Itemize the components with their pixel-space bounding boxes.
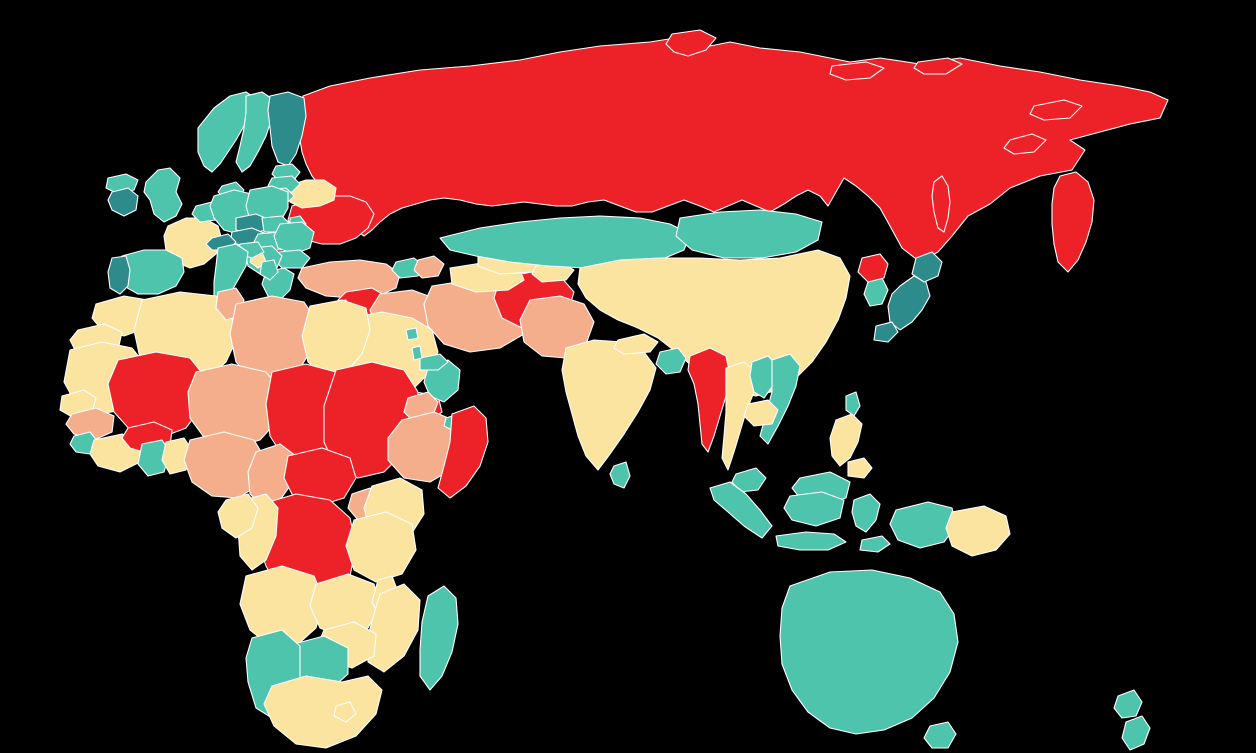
region-russia-arctic-islands-4[interactable] xyxy=(1004,134,1046,154)
region-belarus[interactable] xyxy=(288,180,336,208)
region-ireland[interactable] xyxy=(108,188,138,216)
region-kuwait[interactable] xyxy=(406,328,418,340)
region-nigeria[interactable] xyxy=(184,432,266,498)
region-south-africa[interactable] xyxy=(264,676,382,748)
region-egypt[interactable] xyxy=(302,300,370,376)
region-portugal[interactable] xyxy=(108,256,130,294)
region-united-kingdom[interactable] xyxy=(144,168,182,222)
region-new-zealand-north[interactable] xyxy=(1114,690,1142,718)
region-guinea[interactable] xyxy=(66,408,114,440)
region-russia[interactable] xyxy=(298,34,1168,262)
region-lesotho[interactable] xyxy=(334,702,356,722)
region-norway[interactable] xyxy=(198,92,258,172)
region-niger[interactable] xyxy=(188,364,282,448)
region-central-african-republic[interactable] xyxy=(284,448,356,506)
region-north-korea[interactable] xyxy=(858,254,888,282)
region-mongolia[interactable] xyxy=(676,210,822,258)
region-azerbaijan[interactable] xyxy=(414,256,444,278)
region-indonesia-sulawesi[interactable] xyxy=(852,494,880,532)
region-russia-novaya-zemlya[interactable] xyxy=(666,30,716,56)
region-mali[interactable] xyxy=(108,352,206,438)
region-cambodia[interactable] xyxy=(744,400,778,426)
region-philippines[interactable] xyxy=(830,414,862,466)
region-tanzania[interactable] xyxy=(346,512,416,582)
region-uae[interactable] xyxy=(420,354,448,370)
region-russia-arctic-islands-2[interactable] xyxy=(914,58,962,74)
region-russia-kamchatka[interactable] xyxy=(1052,172,1094,272)
region-laos[interactable] xyxy=(750,356,778,398)
region-finland[interactable] xyxy=(268,92,306,166)
region-albania-macedonia[interactable] xyxy=(260,260,278,280)
region-malaysia[interactable] xyxy=(732,468,766,492)
region-zambia[interactable] xyxy=(310,574,380,638)
region-russia-sakhalin[interactable] xyxy=(932,176,950,232)
region-new-zealand-south[interactable] xyxy=(1122,716,1150,750)
region-japan-south[interactable] xyxy=(874,322,898,342)
region-japan-north[interactable] xyxy=(912,252,942,282)
region-russia-arctic-islands-3[interactable] xyxy=(1030,100,1082,120)
region-indonesia-java[interactable] xyxy=(776,532,846,550)
region-angola[interactable] xyxy=(240,566,324,646)
region-papua-new-guinea[interactable] xyxy=(946,506,1010,556)
region-australia-tasmania[interactable] xyxy=(924,722,956,748)
region-russia-arctic-islands-1[interactable] xyxy=(830,62,884,80)
region-bangladesh[interactable] xyxy=(656,348,686,374)
region-philippines-south[interactable] xyxy=(848,458,872,478)
region-papua-indonesia[interactable] xyxy=(890,502,956,548)
region-georgia-armenia[interactable] xyxy=(392,258,424,278)
region-romania[interactable] xyxy=(274,222,314,254)
region-indonesia-sumatra[interactable] xyxy=(710,482,772,538)
region-indonesia-kalimantan[interactable] xyxy=(784,492,844,526)
region-qatar[interactable] xyxy=(412,346,422,360)
region-mozambique[interactable] xyxy=(368,584,420,672)
region-ghana[interactable] xyxy=(138,440,170,476)
region-sri-lanka[interactable] xyxy=(610,462,630,488)
region-madagascar[interactable] xyxy=(420,586,458,690)
region-timor[interactable] xyxy=(860,536,890,552)
region-nepal[interactable] xyxy=(614,334,658,354)
region-kazakhstan[interactable] xyxy=(440,216,690,268)
region-australia[interactable] xyxy=(780,570,958,734)
region-turkey[interactable] xyxy=(298,260,400,298)
region-myanmar[interactable] xyxy=(688,348,730,452)
region-togo-benin[interactable] xyxy=(162,438,192,474)
region-somalia[interactable] xyxy=(438,406,488,498)
region-gabon[interactable] xyxy=(218,494,258,538)
region-taiwan[interactable] xyxy=(846,392,860,416)
